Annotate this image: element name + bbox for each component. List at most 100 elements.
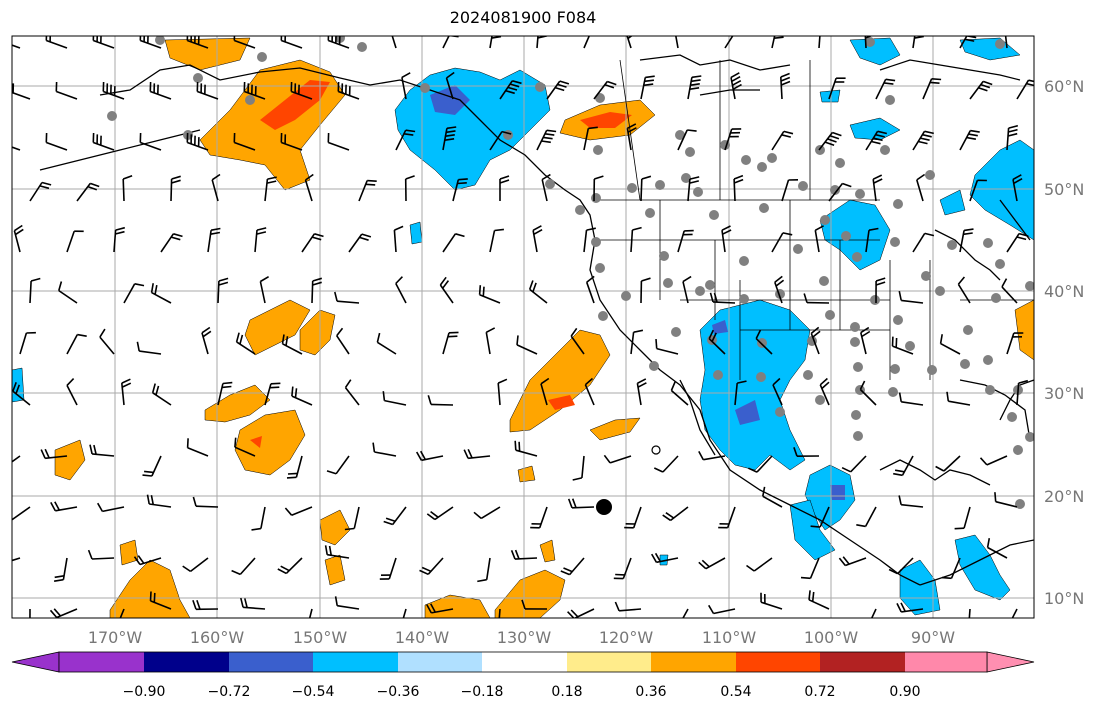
wind-barb-feather [916,173,926,181]
wind-barb-feather [108,625,118,626]
wind-barb-feather [865,23,874,26]
wind-barb [489,131,503,151]
wind-barb [402,608,407,618]
wind-barb [897,557,914,575]
wind-barb [485,332,491,355]
wind-barb-feather [883,82,894,85]
wind-barb-feather [202,330,212,338]
wind-barb-feather [365,183,376,186]
wind-barb [959,36,968,49]
wind-barb-feather [970,129,980,133]
wind-barb-feather [604,83,615,89]
wind-barb [195,505,219,508]
colorbar-swatch [482,652,567,672]
wind-barb [940,342,961,355]
colorbar: −0.90 −0.72 −0.54 −0.36 −0.18 0.18 0.36 … [11,651,1035,700]
wind-barb-feather [192,600,197,610]
wind-barb [656,347,679,355]
wind-barb-feather [541,140,551,144]
colorbar-max-extension [986,651,1035,673]
wind-barb-feather [540,377,550,385]
colorbar-tick-label: 0.90 [889,684,920,700]
wind-barb-feather [89,444,93,455]
wind-barb-feather [737,380,747,384]
wind-barb [1016,383,1020,406]
colorbar-swatch [229,652,313,672]
lat-tick-label: 10°N [1044,589,1084,608]
wind-barb-feather [689,87,700,90]
wind-barb [140,141,162,151]
wind-barb-feather [594,175,604,180]
graticule [12,36,1034,618]
wind-barb-feather [1000,624,1009,625]
wind-barb-feather [1005,30,1014,34]
wind-barb-feather [627,29,635,35]
wind-barb-feather [136,341,140,352]
wind-barb [12,146,21,151]
wind-barb-feather [922,133,932,138]
wind-barb-feather [924,232,935,237]
wind-barb-feather [898,495,902,505]
wind-barb [916,179,924,202]
wind-barb-feather [97,502,104,512]
wind-barb [682,608,689,618]
wind-barb [99,336,115,355]
wind-barb [870,608,877,618]
wind-barb [865,230,870,253]
wind-barb-feather [963,228,974,232]
colorbar-tick-label: −0.90 [123,684,166,700]
wind-barb [753,557,773,572]
wind-barb [58,289,78,304]
wind-barb [391,36,397,49]
wind-barb-feather [133,556,141,565]
wind-barb-feather [41,181,52,186]
wind-barb-feather [115,230,125,235]
wind-barb-feather [494,228,504,232]
wind-barb-feather [896,603,902,613]
wind-barb-feather [420,450,426,460]
colorbar-tick-label: −0.72 [208,684,251,700]
wind-barb-feather [675,26,683,31]
wind-barb-feather [641,277,651,282]
wind-barb-feather [554,86,565,92]
wind-barb-feather [518,441,521,452]
wind-barb-feather [39,185,50,190]
map-plot-area [0,21,1034,634]
wind-barb-feather [344,379,352,389]
wind-barb-feather [150,283,154,293]
wind-barb [46,141,68,151]
wind-barb-feather [570,609,579,618]
wind-barb-feather [21,631,30,634]
wind-barb-feather [731,76,741,82]
wind-barb-feather [651,553,658,563]
wind-barb-feather [115,226,126,231]
wind-barb-feather [532,282,537,293]
wind-barb-feather [239,334,244,345]
wind-barb-feather [780,80,791,86]
wind-barb-feather [653,467,664,473]
wind-barb-feather [924,130,934,135]
wind-barb [376,341,397,355]
wind-barb-feather [894,469,905,473]
wind-barb-feather [1026,82,1034,87]
wind-barb [234,141,256,151]
storm-center-marker [596,499,612,515]
wind-barb-feather [782,232,793,236]
wind-barb-feather [509,83,520,88]
wind-barb [762,495,783,508]
wind-barb-feather [0,556,3,564]
wind-barb-feather [964,38,975,42]
colorbar-tick-label: 0.18 [551,684,582,700]
wind-barb-feather [954,527,965,530]
wind-barb-feather [865,31,874,34]
wind-barb [986,455,1008,466]
wind-barb-feather [560,570,570,576]
lon-tick-label: 130°W [497,628,552,647]
wind-barb-feather [979,457,988,466]
wind-barb-feather [783,130,794,135]
wind-barb-feather [218,277,229,282]
wind-barb-feather [624,21,632,27]
wind-barb-feather [567,498,573,509]
wind-barb-feather [467,448,473,459]
wind-barb [901,299,924,304]
